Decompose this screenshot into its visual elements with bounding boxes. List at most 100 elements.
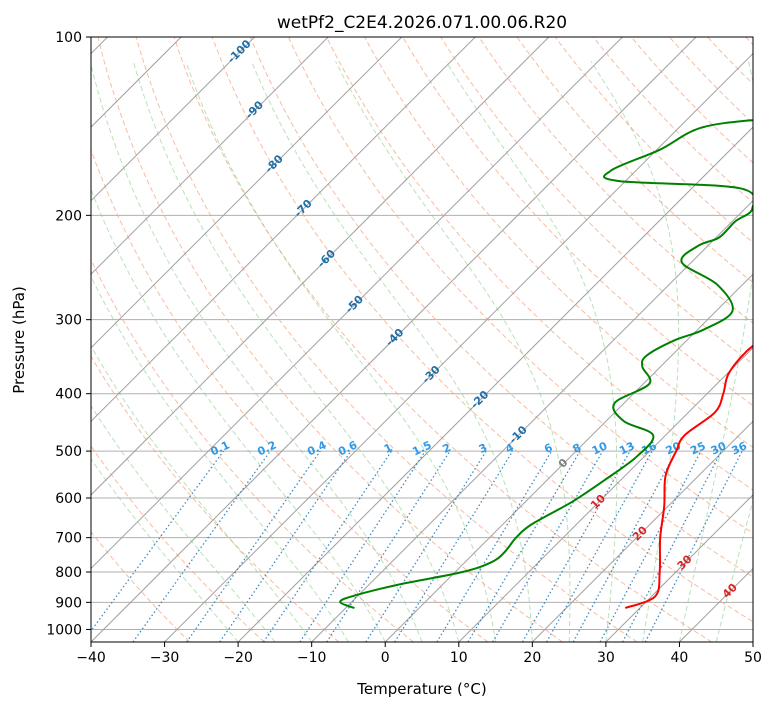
mixing-ratio-line: [621, 450, 722, 642]
dry-adiabat: [516, 37, 753, 284]
x-tick-label: 10: [450, 650, 468, 666]
dry-adiabat: [744, 37, 753, 46]
isotherm-line: [384, 273, 753, 642]
mixing-ratio-label: 36: [730, 439, 750, 457]
moist-adiabat: [590, 61, 680, 642]
isotherm-label: -40: [383, 326, 406, 349]
mixing-ratio-label: 16: [639, 439, 659, 457]
isotherm-line: [237, 126, 753, 642]
sounding-profiles: [339, 119, 753, 609]
plot-frame: [90, 36, 754, 643]
x-axis: −40 −30 −20 −10 0 10 20 30 40 50: [76, 642, 762, 666]
mixing-ratio-line: [492, 450, 604, 642]
mixing-ratio-label: 25: [688, 439, 707, 457]
isotherm-label: 30: [675, 552, 695, 572]
mixing-ratio-line: [394, 450, 514, 642]
isotherm-line: [91, 37, 550, 496]
mixing-ratio-label: 6: [542, 441, 555, 456]
isotherm-line: [91, 37, 624, 570]
isotherm-line: [91, 37, 256, 202]
moist-adiabat: [185, 61, 497, 642]
y-axis-label: Pressure (hPa): [10, 286, 28, 394]
mixing-ratio-line: [546, 450, 653, 642]
isotherm-line: [752, 641, 753, 642]
y-tick-label: 100: [55, 30, 82, 46]
mixing-ratio-line: [91, 450, 225, 632]
x-axis-label: Temperature (°C): [356, 680, 486, 698]
dry-adiabat: [91, 531, 191, 642]
dry-adiabat: [135, 37, 638, 642]
mixing-ratio-line: [599, 450, 702, 642]
isotherm-line: [458, 347, 753, 642]
moist-adiabat: [715, 498, 753, 642]
dry-adiabat: [440, 37, 753, 365]
dry-adiabat: [364, 37, 753, 449]
dry-adiabat: [592, 37, 753, 204]
dry-adiabat: [173, 37, 713, 642]
y-axis: 100 200 300 400 500 600 700 800 900 1000: [46, 30, 91, 638]
moist-adiabat: [132, 61, 460, 642]
pressure-gridlines: [91, 37, 753, 630]
moist-adiabat: [91, 458, 239, 642]
mixing-ratio-label: 30: [709, 439, 729, 457]
moist-adiabat: [91, 275, 349, 642]
mixing-ratio-label: 0.4: [305, 438, 328, 458]
mixing-ratio-label: 10: [590, 439, 610, 457]
moist-adiabat: [445, 61, 618, 642]
isotherm-line: [531, 420, 753, 642]
isotherm-label: -50: [343, 292, 366, 315]
y-tick-label: 900: [55, 595, 82, 611]
mixing-ratio-line: [467, 450, 581, 642]
dry-adiabats: [91, 37, 753, 642]
isotherm-line: [91, 37, 403, 349]
dry-adiabat: [402, 37, 753, 407]
y-tick-label: 400: [55, 387, 82, 403]
mixing-ratio-line: [572, 450, 677, 642]
mixing-ratio-line: [436, 450, 553, 642]
dry-adiabat: [287, 37, 753, 534]
x-tick-label: 30: [597, 650, 615, 666]
dry-adiabat: [91, 258, 414, 642]
isotherm-line: [91, 37, 329, 275]
x-tick-label: 20: [523, 650, 541, 666]
x-tick-label: −20: [223, 650, 253, 666]
mixing-ratio-line: [326, 450, 451, 642]
mixing-ratio-labels: 0.1 0.2 0.4 0.6 1 1.5 2 3 4 6 8 10 13 16 20 25 30 36: [209, 438, 750, 458]
dry-adiabat: [668, 37, 753, 125]
isotherm-line: [91, 37, 697, 642]
y-tick-label: 500: [55, 444, 82, 460]
temperature-profile-line: [624, 344, 753, 609]
y-tick-label: 1000: [46, 622, 82, 638]
plot-area: 0.1 0.2 0.4 0.6 1 1.5 2 3 4 6 8 10 13 16 20 25 30 36 -100…: [91, 37, 753, 642]
moist-adiabat: [335, 61, 571, 642]
mixing-ratio-line: [365, 450, 487, 642]
moist-adiabats: [91, 61, 753, 642]
skewed-isotherms: [91, 37, 753, 642]
mixing-ratio-label: 3: [477, 441, 489, 456]
isotherm-label: -80: [263, 152, 286, 175]
isotherm-line: [91, 37, 182, 128]
mixing-ratio-lines: [91, 450, 743, 642]
moist-adiabat: [91, 345, 313, 642]
mixing-ratio-line: [521, 450, 631, 642]
dry-adiabat: [91, 445, 265, 642]
x-tick-label: −30: [150, 650, 180, 666]
mixing-ratio-label: 0.6: [336, 438, 359, 458]
y-tick-label: 300: [55, 313, 82, 329]
moist-adiabat: [678, 61, 753, 642]
chart-title: wetPf2_C2E4.2026.071.00.06.R20: [277, 13, 567, 33]
moist-adiabat: [251, 61, 533, 642]
mixing-ratio-line: [219, 450, 352, 642]
dry-adiabat: [478, 37, 753, 324]
dry-adiabat: [325, 37, 753, 491]
mixing-ratio-label: 0.1: [209, 438, 232, 458]
dry-adiabat: [706, 37, 753, 85]
mixing-ratio-label: 1.5: [410, 438, 433, 458]
mixing-ratio-label: 1: [382, 441, 394, 456]
dry-adiabat: [249, 37, 753, 578]
moist-adiabat: [91, 404, 276, 642]
isotherm-label: -90: [243, 98, 266, 121]
y-tick-label: 700: [55, 531, 82, 547]
mixing-ratio-label: 2: [441, 441, 453, 456]
